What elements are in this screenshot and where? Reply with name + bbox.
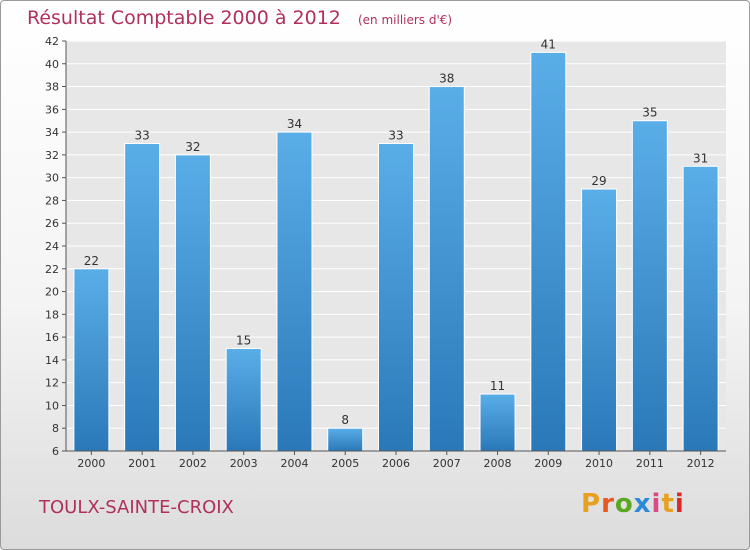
bar-2009 [530, 51, 567, 452]
bar-2002 [174, 154, 211, 452]
y-tick-label: 10 [45, 399, 59, 412]
y-tick-label: 18 [45, 308, 59, 321]
x-tick-label: 2000 [77, 457, 105, 470]
bar-2003 [225, 348, 262, 452]
x-tick-label: 2011 [636, 457, 664, 470]
x-axis: 2000 2001 2002 2003 2004 2005 2006 2007 2008 2009… [66, 450, 726, 470]
y-axis: 6 8 10 12 14 16 18 20 22 24 26 28 30 32 34 36 38 40 42 [45, 35, 67, 458]
x-tick-label: 2005 [331, 457, 359, 470]
y-tick-label: 12 [45, 377, 59, 390]
logo-letter: i [651, 489, 662, 519]
x-tick-label: 2007 [433, 457, 461, 470]
data-labels: 22 33 32 15 34 8 33 38 11 41 29 35 31 [84, 37, 709, 427]
y-tick-label: 22 [45, 263, 59, 276]
x-tick-label: 2009 [534, 457, 562, 470]
data-label: 38 [439, 72, 454, 86]
bar-2008 [479, 393, 516, 452]
x-tick-label: 2008 [484, 457, 512, 470]
proxiti-logo: Proxiti [581, 489, 685, 519]
data-label: 33 [135, 129, 150, 143]
x-tick-label: 2004 [280, 457, 308, 470]
logo-letter: i [674, 489, 685, 519]
y-tick-label: 16 [45, 331, 59, 344]
bar-2007 [428, 86, 465, 452]
bars [73, 51, 719, 452]
data-label: 8 [341, 413, 349, 427]
y-tick-label: 26 [45, 217, 59, 230]
x-tick-label: 2001 [128, 457, 156, 470]
y-tick-label: 24 [45, 240, 59, 253]
x-tick-label: 2003 [230, 457, 258, 470]
x-tick-label: 2006 [382, 457, 410, 470]
y-tick-label: 28 [45, 194, 59, 207]
y-tick-label: 8 [52, 422, 59, 435]
data-label: 41 [541, 37, 556, 51]
y-tick-label: 36 [45, 103, 59, 116]
logo-letter: x [633, 489, 652, 519]
chart-title: Résultat Comptable 2000 à 2012 (en milli… [27, 7, 452, 29]
y-tick-label: 30 [45, 172, 59, 185]
data-label: 32 [185, 140, 200, 154]
bar-2010 [581, 188, 618, 452]
x-tick-label: 2002 [179, 457, 207, 470]
data-label: 29 [591, 174, 606, 188]
y-tick-label: 40 [45, 58, 59, 71]
y-tick-label: 42 [45, 35, 59, 48]
commune-name: TOULX-SAINTE-CROIX [39, 497, 234, 518]
y-tick-label: 34 [45, 126, 59, 139]
bar-2011 [631, 120, 668, 452]
data-label: 15 [236, 334, 251, 348]
data-label: 22 [84, 254, 99, 268]
bar-2012 [682, 165, 719, 452]
data-label: 11 [490, 379, 505, 393]
y-tick-label: 38 [45, 81, 59, 94]
x-tick-label: 2010 [585, 457, 613, 470]
bar-2000 [73, 268, 110, 452]
data-label: 34 [287, 117, 302, 131]
bar-2006 [378, 143, 414, 452]
logo-letter: o [614, 489, 634, 519]
x-tick-label: 2012 [687, 457, 715, 470]
y-tick-label: 32 [45, 149, 59, 162]
data-label: 33 [388, 129, 403, 143]
bar-2004 [276, 131, 313, 452]
y-tick-label: 6 [52, 445, 59, 458]
bar-2001 [124, 143, 161, 452]
data-label: 31 [693, 151, 708, 165]
logo-letter: P [581, 489, 602, 519]
chart-title-unit: (en milliers d'€) [357, 13, 453, 27]
logo-letter: r [601, 489, 615, 519]
chart-title-main: Résultat Comptable 2000 à 2012 [27, 7, 341, 29]
data-label: 35 [642, 106, 657, 120]
y-tick-label: 20 [45, 286, 59, 299]
bar-2005 [327, 427, 364, 452]
logo-letter: t [661, 489, 675, 519]
y-tick-label: 14 [45, 354, 59, 367]
